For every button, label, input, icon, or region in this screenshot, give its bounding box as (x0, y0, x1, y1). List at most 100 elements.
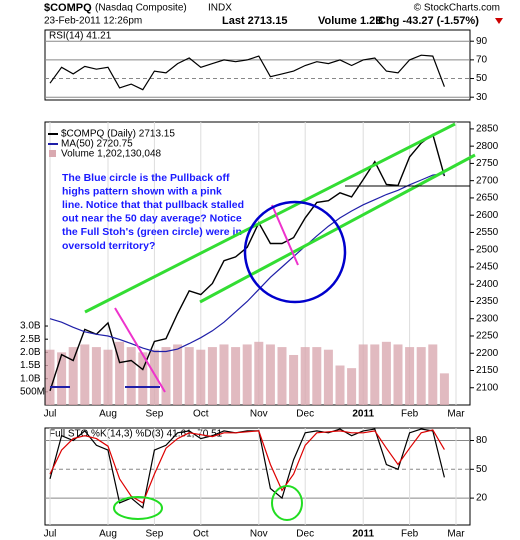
x-tick-label: 2011 (352, 529, 374, 540)
annotation: oversold territory? (62, 240, 155, 252)
volume-bar (103, 349, 113, 405)
volume-bar (347, 368, 357, 405)
symbol: $COMPQ (44, 2, 92, 14)
y-tick-label: 80 (476, 435, 488, 446)
x-tick-label: Mar (447, 529, 465, 540)
volume-bar (428, 344, 438, 405)
volume-bar (300, 347, 310, 405)
volume-bar (335, 365, 345, 405)
y-tick-label: 2850 (476, 124, 499, 135)
x-tick-label: Jul (44, 529, 57, 540)
y-tick-label: 2250 (476, 331, 499, 342)
channel-lower (199, 153, 476, 304)
legend-label: $COMPQ (Daily) 2713.15 (61, 129, 175, 140)
y-tick-label: 2750 (476, 158, 499, 169)
volume-bar (80, 344, 90, 405)
volume-bar (358, 344, 368, 405)
annotation: the Full Stoh's (green circle) were in (62, 226, 242, 238)
y-tick-label: 30 (476, 92, 488, 103)
panel-title: Full STO %K(14,3) %D(3) 41.61, 70.51 (49, 429, 223, 440)
x-tick-label: Oct (193, 409, 209, 420)
y-tick-label: 2550 (476, 227, 499, 238)
x-tick-label: Dec (296, 529, 314, 540)
x-tick-label: Feb (401, 409, 419, 420)
copyright: © StockCharts.com (414, 3, 500, 14)
x-tick-label: Nov (250, 529, 268, 540)
y2-tick-label: 3.0B (20, 321, 41, 332)
volume-bar (138, 352, 148, 405)
y-tick-label: 2600 (476, 210, 499, 221)
y-tick-label: 2450 (476, 262, 499, 273)
volume-bar (254, 341, 264, 405)
y-tick-label: 2350 (476, 296, 499, 307)
pink-line (271, 204, 299, 266)
series-line (49, 133, 446, 392)
rsi-frame (44, 29, 471, 101)
y2-tick-label: 2.5B (20, 334, 41, 345)
volume-bar (149, 349, 159, 405)
x-tick-label: Aug (99, 529, 117, 540)
volume-bar (393, 344, 403, 405)
oversold-circle (113, 496, 163, 520)
volume-bar (381, 341, 391, 405)
volume-bar (439, 373, 449, 405)
x-tick-label: Dec (296, 409, 314, 420)
volume: Volume 1.2B (318, 15, 383, 27)
change: Chg -43.27 (-1.57%) (378, 15, 479, 27)
annotation: highs pattern shown with a pink (62, 185, 222, 197)
y-tick-label: 2400 (476, 279, 499, 290)
volume-bar (231, 347, 241, 405)
panel-title: RSI(14) 41.21 (49, 31, 112, 42)
volume-bar (405, 347, 415, 405)
x-tick-label: Sep (146, 529, 164, 540)
y-tick-label: 70 (476, 55, 488, 66)
overlay (50, 122, 476, 521)
y2-tick-label: 2.0B (20, 347, 41, 358)
series-line (49, 172, 445, 353)
volume-bar (416, 347, 426, 405)
y-tick-label: 2650 (476, 193, 499, 204)
volume-bar (196, 349, 206, 405)
y-tick-label: 2500 (476, 244, 499, 255)
x-tick-label: Aug (99, 409, 117, 420)
y-tick-label: 2200 (476, 348, 499, 359)
legend-label: Volume 1,202,130,048 (61, 149, 162, 160)
y2-tick-label: 1.5B (20, 360, 41, 371)
series-line (49, 428, 445, 509)
channel-upper (84, 122, 456, 314)
legend-swatch (49, 150, 56, 157)
y2-tick-label: 500M (20, 386, 45, 397)
down-arrow (495, 18, 503, 24)
volume-bar (312, 347, 322, 405)
annotation: line. Notice that that pullback stalled (62, 199, 244, 211)
sto-frame (44, 427, 471, 526)
volume-bar (184, 347, 194, 405)
x-tick-label: Mar (447, 409, 465, 420)
volume-bar (173, 344, 183, 405)
volume-bar (91, 347, 101, 405)
last: Last 2713.15 (222, 15, 287, 27)
pink-line (114, 307, 166, 393)
x-tick-label: Nov (250, 409, 268, 420)
volume-bar (370, 344, 380, 405)
legend-label: MA(50) 2720.75 (61, 139, 133, 150)
volume-bar (289, 354, 299, 405)
series-line (49, 429, 445, 504)
x-tick-label: Feb (401, 529, 419, 540)
annotation: out near the 50 day average? Notice (62, 213, 242, 225)
date: 23-Feb-2011 12:26pm (44, 16, 142, 27)
oversold-circle (271, 485, 303, 521)
volume-bar (265, 344, 275, 405)
index-name: (Nasdaq Composite) (95, 3, 187, 14)
y2-tick-label: 1.0B (20, 373, 41, 384)
y-tick-label: 90 (476, 36, 488, 47)
y-tick-label: 2700 (476, 175, 499, 186)
y-tick-label: 50 (476, 73, 488, 84)
volume-bar (57, 352, 67, 405)
y-tick-label: 2800 (476, 141, 499, 152)
y-tick-label: 2150 (476, 365, 499, 376)
volume-bar (242, 344, 252, 405)
volume-bar (115, 341, 125, 405)
series-line (49, 54, 445, 91)
